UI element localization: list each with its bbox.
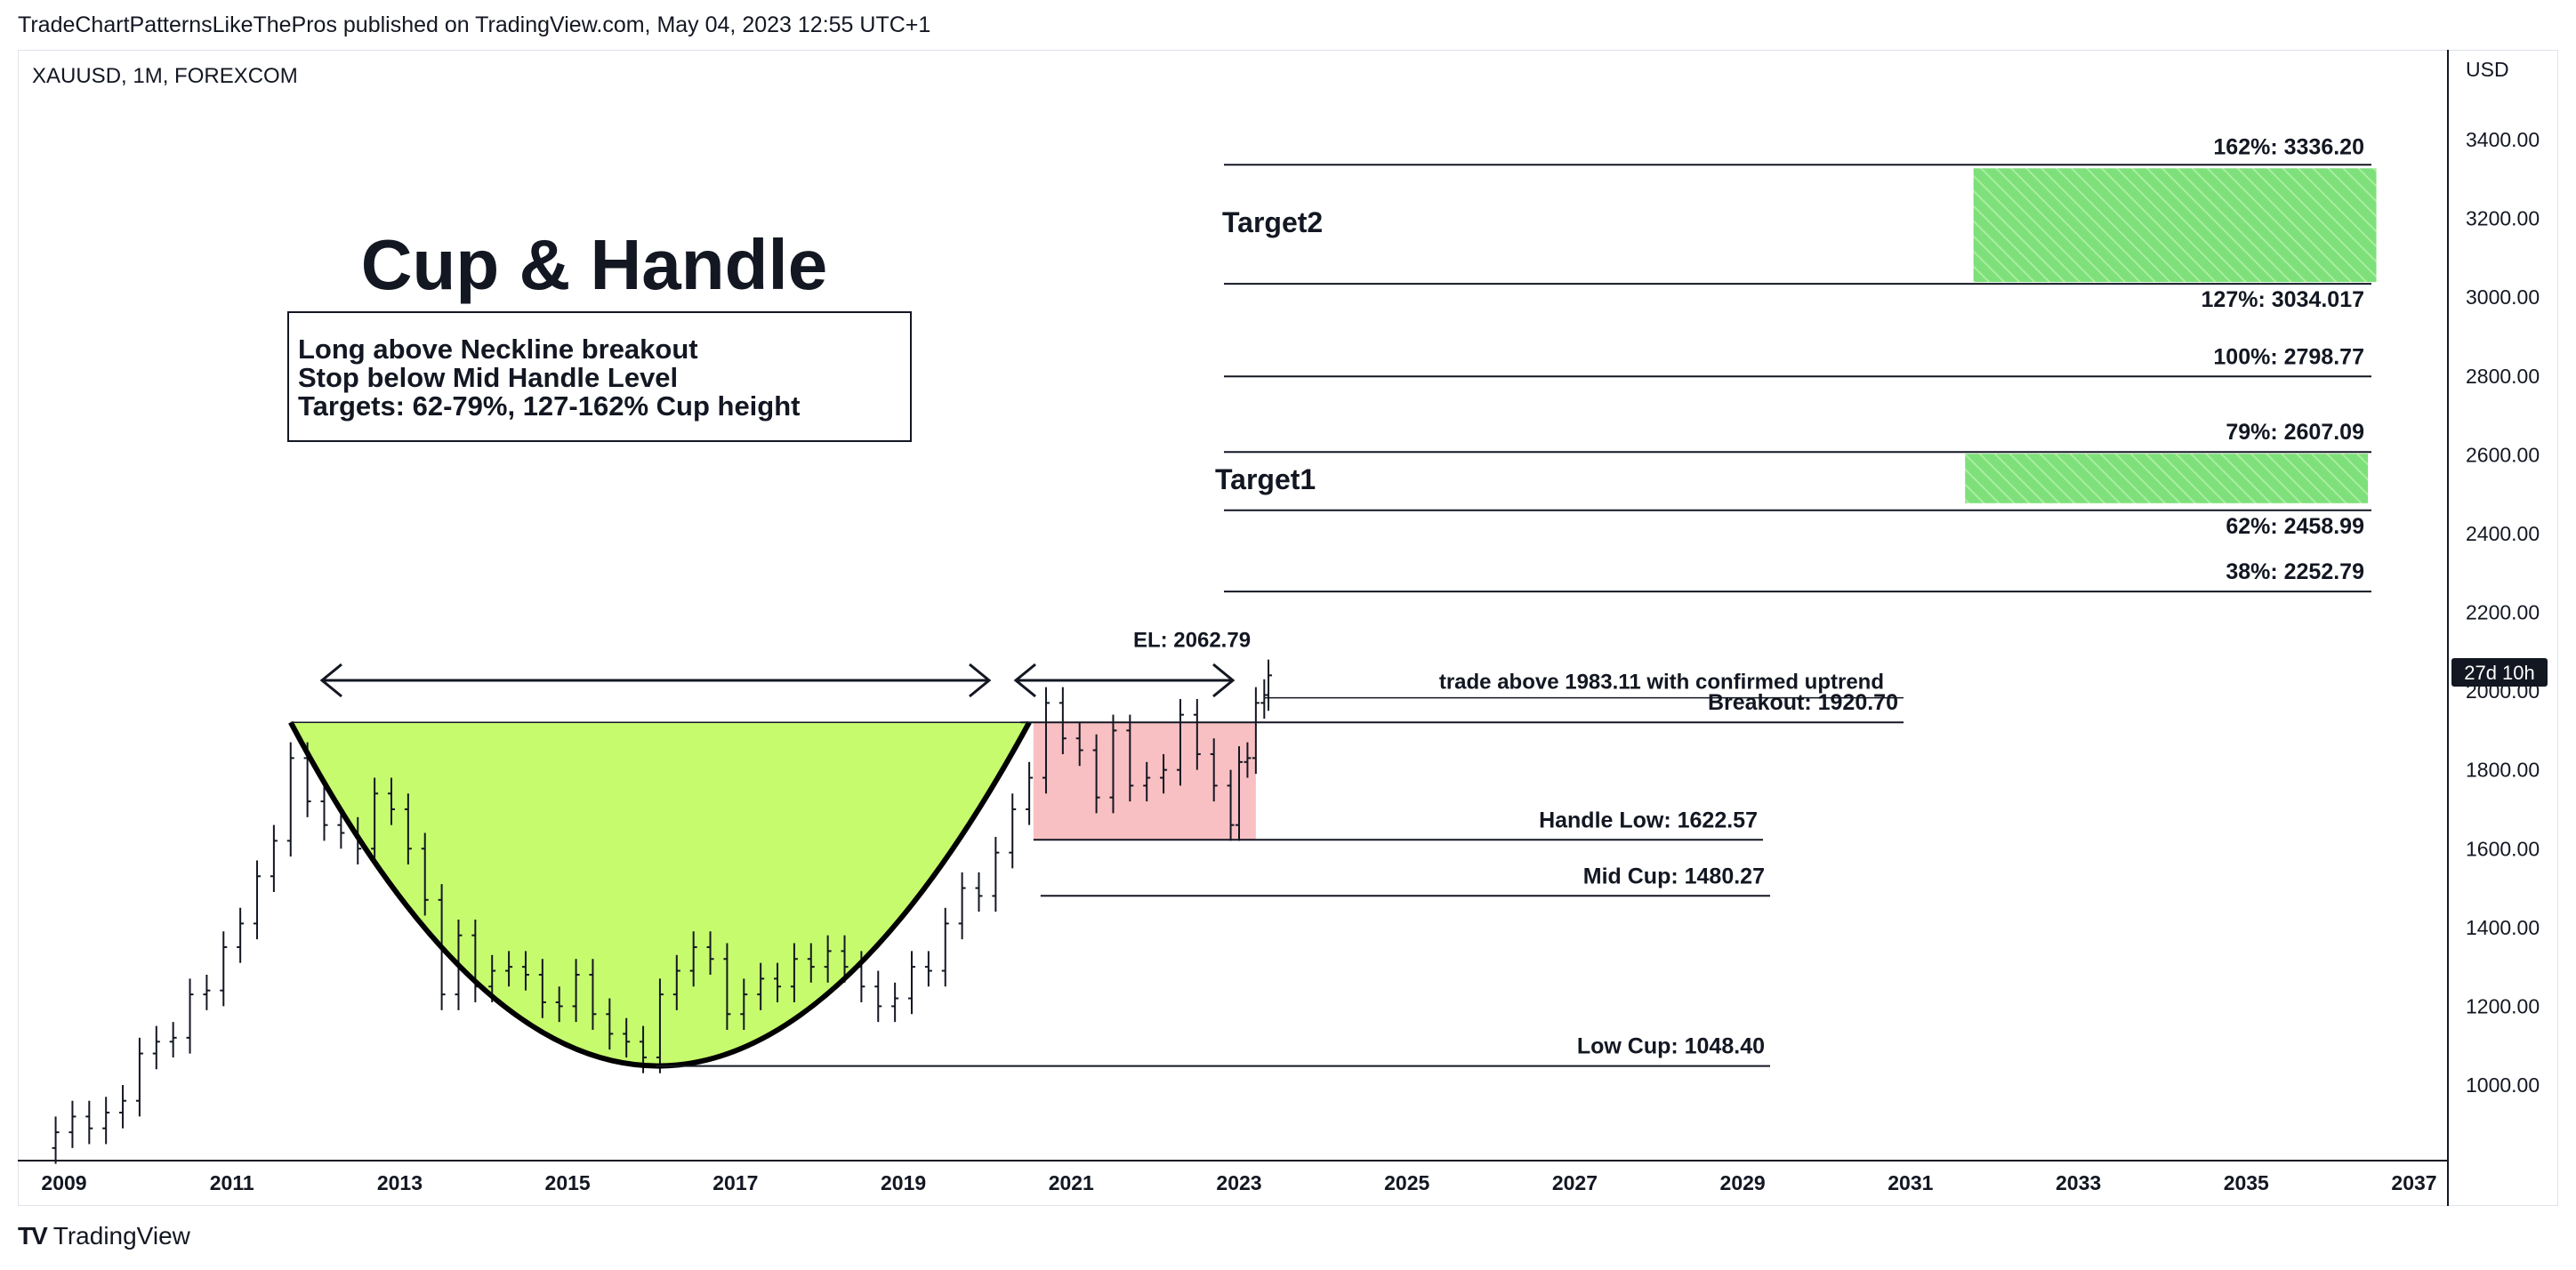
currency-label: USD (2466, 58, 2509, 81)
price-tick-label: 1200.00 (2466, 994, 2540, 1017)
chart-panel[interactable] (18, 50, 2558, 1206)
target2-zone (1973, 168, 2377, 283)
note-box[interactable] (287, 311, 912, 442)
time-tick-label: 2019 (881, 1171, 926, 1194)
time-tick-label: 2021 (1049, 1171, 1094, 1194)
price-tick-label: 1800.00 (2466, 759, 2540, 782)
price-tick-label: 2600.00 (2466, 443, 2540, 466)
handle-area (1033, 722, 1256, 840)
time-tick-label: 2033 (2056, 1171, 2101, 1194)
time-tick-label: 2011 (210, 1171, 254, 1194)
tradingview-logo-icon: TV (18, 1222, 48, 1250)
countdown-text: 27d 10h (2464, 662, 2535, 684)
time-tick-label: 2035 (2224, 1171, 2269, 1194)
pattern-level-label: Handle Low: 1622.57 (1539, 808, 1758, 832)
publish-info: TradeChartPatternsLikeThePros published … (18, 12, 931, 37)
chart-title: Cup & Handle (361, 225, 827, 304)
price-tick-label: 2200.00 (2466, 601, 2540, 624)
fib-level-label: 127%: 3034.017 (2202, 287, 2364, 312)
time-tick-label: 2023 (1216, 1171, 1261, 1194)
fib-level-label: 79%: 2607.09 (2226, 420, 2364, 445)
price-tick-label: 2800.00 (2466, 365, 2540, 388)
pattern-level-label: Mid Cup: 1480.27 (1583, 864, 1765, 888)
trade-note: trade above 1983.11 with confirmed uptre… (1439, 671, 1884, 695)
time-tick-label: 2031 (1888, 1171, 1933, 1194)
time-tick-label: 2015 (545, 1171, 591, 1194)
price-tick-label: 3200.00 (2466, 207, 2540, 230)
countdown-badge (2451, 658, 2548, 687)
fib-level-label: 100%: 2798.77 (2213, 344, 2364, 369)
price-tick-label: 1000.00 (2466, 1073, 2540, 1097)
el-label: EL: 2062.79 (1133, 628, 1251, 652)
price-tick-label: 1400.00 (2466, 916, 2540, 939)
fib-level-label: 38%: 2252.79 (2226, 559, 2364, 584)
price-tick-label: 2400.00 (2466, 522, 2540, 545)
price-tick-label: 3000.00 (2466, 285, 2540, 309)
target2-label: Target2 (1222, 206, 1323, 238)
time-tick-label: 2017 (712, 1171, 758, 1194)
pattern-level-label: Low Cup: 1048.40 (1577, 1034, 1765, 1059)
time-tick-label: 2013 (377, 1171, 423, 1194)
note-line-2: Stop below Mid Handle Level (298, 362, 678, 393)
note-line-3: Targets: 62-79%, 127-162% Cup height (298, 390, 801, 422)
cup-width-arrow-head-left (319, 663, 342, 698)
price-tick-label: 1600.00 (2466, 837, 2540, 860)
time-tick-label: 2009 (41, 1171, 86, 1194)
time-tick-label: 2037 (2391, 1171, 2436, 1194)
pattern-level-label: Breakout: 1920.70 (1708, 690, 1898, 715)
fib-level-label: 62%: 2458.99 (2226, 514, 2364, 539)
price-tick-label: 3400.00 (2466, 128, 2540, 151)
handle-width-arrow-head-right (1212, 663, 1236, 698)
handle-width-arrow-head-left (1013, 663, 1036, 698)
note-line-1: Long above Neckline breakout (298, 334, 698, 365)
fib-level-label: 162%: 3336.20 (2213, 134, 2364, 159)
time-tick-label: 2027 (1552, 1171, 1598, 1194)
brand-name: TradingView (52, 1222, 190, 1250)
cup-width-arrow-head-right (969, 663, 992, 698)
target1-zone (1965, 454, 2369, 503)
time-tick-label: 2025 (1384, 1171, 1429, 1194)
symbol-label[interactable]: XAUUSD, 1M, FOREXCOM (32, 64, 298, 88)
target1-label: Target1 (1215, 463, 1316, 495)
time-tick-label: 2029 (1720, 1171, 1766, 1194)
brand-footer[interactable]: TV TradingView (18, 1222, 190, 1250)
